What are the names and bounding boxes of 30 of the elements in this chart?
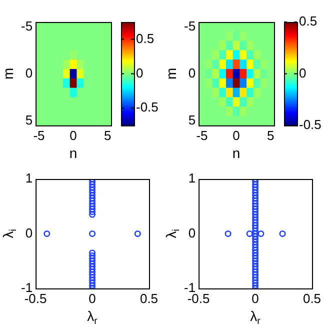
y-tick-label: 0 <box>188 65 196 80</box>
x-tick-label: 0 <box>252 290 259 306</box>
y-tick-label: -5 <box>20 18 33 34</box>
x-tick-label: 0 <box>232 128 240 143</box>
y-tick-label: 0 <box>25 65 33 80</box>
y-tick-label: 1 <box>188 170 196 186</box>
color-bar-label: 0 <box>299 65 306 80</box>
x-tick-label: 5 <box>266 128 274 143</box>
y-axis-title: m <box>162 68 179 80</box>
y-axis-title: m <box>0 68 16 80</box>
y-tick-label: 0 <box>25 225 33 240</box>
color-bar-label: 0 <box>136 65 144 80</box>
color-bar-label: -0.5 <box>299 116 322 132</box>
x-tick-label: 0 <box>88 290 96 306</box>
x-axis-title: n <box>69 144 78 161</box>
x-tick-label: 0.5 <box>140 290 158 306</box>
y-tick-label: 0 <box>188 225 196 240</box>
y-axis-title: λi <box>0 229 19 238</box>
y-tick-label: -5 <box>184 18 196 34</box>
y-tick-label: 5 <box>25 112 33 128</box>
color-bar-label: -0.5 <box>136 100 158 115</box>
color-bar-label: 0.5 <box>299 14 318 29</box>
y-axis-title: λi <box>162 229 182 238</box>
y-tick-label: 5 <box>188 112 196 128</box>
x-tick-label: 0 <box>70 128 77 143</box>
x-axis-title: n <box>232 144 240 161</box>
y-tick-label: 1 <box>25 170 33 186</box>
x-tick-label: 5 <box>104 128 112 143</box>
x-tick-label: 0.5 <box>302 290 322 306</box>
color-bar-label: 0.5 <box>136 30 154 46</box>
